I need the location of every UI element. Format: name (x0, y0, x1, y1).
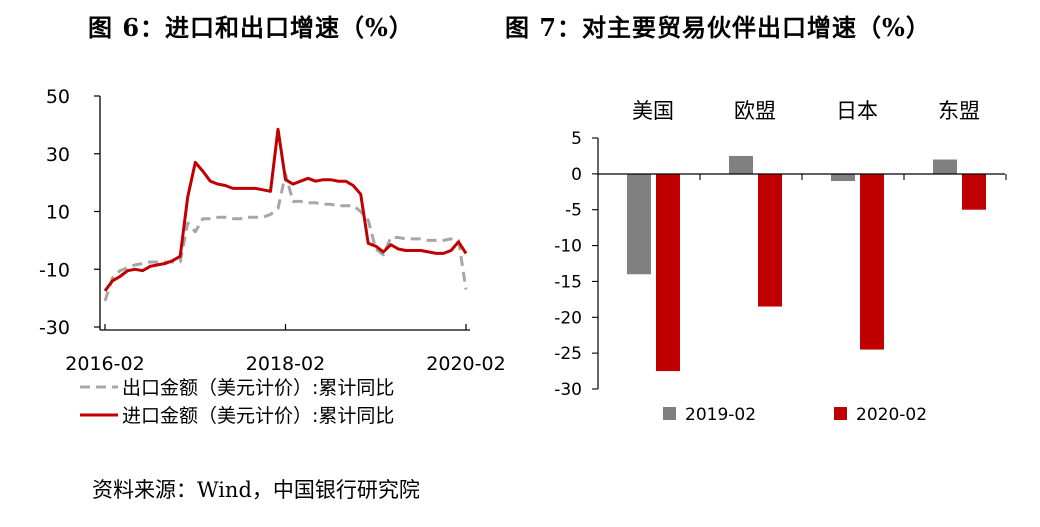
right-ytick-label: 0 (571, 165, 582, 185)
bar-2019-02-1 (729, 155, 753, 174)
legend-swatch-2019-02 (663, 407, 676, 420)
left-ytick-label: -30 (39, 317, 70, 339)
import-series-line (103, 127, 468, 292)
line-legend: 出口金额（美元计价）:累计同比 进口金额（美元计价）:累计同比 (80, 377, 394, 427)
left-xtick-label: 2016-02 (65, 353, 144, 375)
category-label: 美国 (632, 99, 674, 123)
bar-2020-02-2 (860, 173, 884, 350)
bar-2020-02-1 (758, 173, 782, 307)
right-ytick-label: -15 (554, 272, 582, 292)
right-ytick-label: 5 (571, 129, 582, 149)
export-series-line (103, 172, 468, 302)
left-xtick-label: 2020-02 (426, 353, 505, 375)
bar-chart-partner-exports: 5 0 -5 -10 -15 -20 -25 -30 美国 欧盟 日本 东盟 (554, 99, 1007, 400)
figure-7-title: 图 7：对主要贸易伙伴出口增速（%） (505, 13, 931, 42)
left-ytick-label: 50 (46, 86, 70, 108)
figure-6-title: 图 6：进口和出口增速（%） (88, 13, 414, 42)
right-ytick-label: -30 (554, 380, 582, 400)
bar-2019-02-3 (933, 159, 957, 174)
bar-2019-02-0 (627, 173, 651, 275)
legend-label-2020-02: 2020-02 (856, 405, 927, 425)
category-label: 东盟 (938, 99, 980, 123)
legend-label-2019-02: 2019-02 (685, 405, 756, 425)
line-chart-import-export: 50 30 10 -10 -30 2016-02 2018-02 2020-02 (39, 86, 506, 375)
bar-2020-02-3 (962, 173, 986, 210)
bar-legend: 2019-02 2020-02 (663, 405, 927, 425)
right-ytick-label: -20 (554, 308, 582, 328)
legend-swatch-2020-02 (834, 407, 847, 420)
legend-import-label: 进口金额（美元计价）:累计同比 (122, 405, 394, 427)
left-xtick-label: 2018-02 (246, 353, 325, 375)
category-label: 欧盟 (734, 99, 776, 123)
bar-2019-02-2 (831, 173, 855, 182)
source-note: 资料来源：Wind，中国银行研究院 (92, 478, 420, 502)
category-label: 日本 (836, 99, 878, 123)
left-ytick-label: 10 (46, 202, 70, 224)
legend-export-label: 出口金额（美元计价）:累计同比 (122, 377, 394, 399)
right-ytick-label: -25 (554, 344, 582, 364)
right-ytick-label: -10 (554, 237, 582, 257)
left-ytick-label: 30 (46, 144, 70, 166)
left-ytick-label: -10 (39, 259, 70, 281)
right-ytick-label: -5 (565, 201, 582, 221)
bar-2020-02-0 (656, 173, 680, 372)
